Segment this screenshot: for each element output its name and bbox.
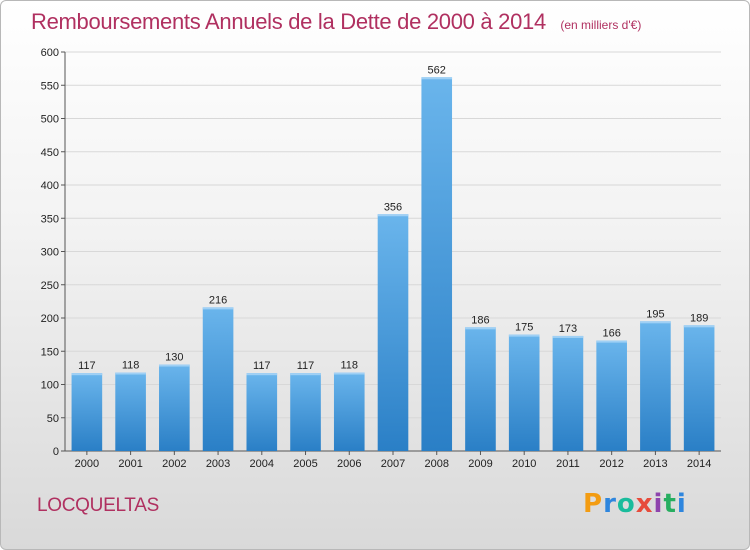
bar-highlight: [552, 335, 584, 338]
logo-letter: x: [635, 489, 654, 519]
bar-highlight: [246, 373, 278, 376]
y-tick-label: 400: [41, 180, 59, 192]
x-tick-label-2003: 2003: [206, 458, 230, 470]
commune-name: LOCQUELTAS: [37, 495, 159, 516]
data-label-2007: 356: [384, 201, 402, 213]
x-tick-label-2000: 2000: [75, 458, 99, 470]
x-tick-label-2006: 2006: [337, 458, 361, 470]
bar-2010: [508, 334, 540, 451]
bar-highlight: [202, 307, 234, 310]
bar-highlight: [71, 373, 103, 376]
y-tick-label: 550: [41, 80, 59, 92]
data-label-2000: 117: [78, 360, 96, 372]
y-tick-label: 0: [53, 446, 59, 458]
logo-letter: t: [663, 489, 677, 519]
x-tick-label-2010: 2010: [512, 458, 536, 470]
chart-subtitle: (en milliers d'€): [560, 18, 642, 32]
y-tick-label: 500: [41, 114, 59, 126]
x-tick-label-2005: 2005: [293, 458, 317, 470]
data-label-2011: 173: [559, 323, 577, 335]
data-label-2009: 186: [471, 314, 489, 326]
bar-2001: [115, 372, 146, 451]
x-tick-label-2012: 2012: [599, 458, 623, 470]
bar-highlight: [421, 77, 453, 80]
logo-letter: r: [603, 489, 617, 519]
y-tick-label: 100: [41, 380, 59, 392]
data-label-2014: 189: [690, 312, 708, 324]
y-tick-label: 200: [41, 313, 59, 325]
x-tick-label-2009: 2009: [468, 458, 492, 470]
data-label-2006: 118: [340, 360, 358, 372]
bar-2012: [596, 340, 627, 451]
y-tick-label: 150: [41, 346, 59, 358]
bar-2002: [159, 364, 190, 451]
x-tick-label-2007: 2007: [381, 458, 405, 470]
bar-2009: [465, 327, 496, 451]
x-tick-label-2014: 2014: [687, 458, 711, 470]
x-tick-label-2008: 2008: [424, 458, 448, 470]
y-tick-label: 450: [41, 147, 59, 159]
logo-letter: P: [583, 489, 604, 519]
bar-highlight: [115, 372, 146, 375]
chart-title: Remboursements Annuels de la Dette de 20…: [31, 9, 546, 34]
x-tick-label-2001: 2001: [118, 458, 142, 470]
bar-highlight: [465, 327, 496, 330]
bar-2008: [421, 77, 453, 452]
bar-highlight: [159, 364, 190, 367]
bar-highlight: [640, 321, 671, 324]
bar-highlight: [683, 325, 715, 328]
bar-2005: [290, 373, 321, 451]
data-label-2008: 562: [428, 64, 446, 76]
labels: 0 50 100 150 200 250 300 350 400 450 500 550 600 117 2…: [41, 47, 712, 470]
bar-2007: [377, 214, 409, 451]
bar-2006: [333, 372, 365, 451]
data-label-2010: 175: [515, 322, 533, 334]
bar-highlight: [596, 340, 627, 343]
bars: [71, 77, 715, 452]
data-label-2004: 117: [253, 360, 271, 372]
data-label-2003: 216: [209, 294, 227, 306]
x-tick-label-2004: 2004: [250, 458, 274, 470]
data-label-2013: 195: [646, 308, 664, 320]
data-label-2012: 166: [602, 328, 620, 340]
x-tick-label-2013: 2013: [643, 458, 667, 470]
y-tick-label: 350: [41, 213, 59, 225]
x-tick-label-2002: 2002: [162, 458, 186, 470]
x-tick-label-2011: 2011: [556, 458, 580, 470]
bar-highlight: [333, 372, 365, 375]
bar-2000: [71, 373, 103, 451]
y-tick-label: 300: [41, 247, 59, 259]
y-tick-label: 600: [41, 47, 59, 59]
bar-highlight: [377, 214, 409, 217]
data-label-2002: 130: [165, 352, 183, 364]
title-row: Remboursements Annuels de la Dette de 20…: [31, 9, 641, 35]
proxiti-logo: Proxiti: [583, 489, 687, 519]
logo-letter: i: [653, 489, 664, 519]
bar-2003: [202, 307, 234, 451]
logo-letter: i: [676, 489, 687, 519]
bar-2014: [683, 325, 715, 451]
logo-letter: o: [616, 489, 636, 519]
y-tick-label: 250: [41, 280, 59, 292]
data-label-2001: 118: [122, 360, 140, 372]
y-tick-label: 50: [47, 413, 59, 425]
bar-highlight: [290, 373, 321, 376]
bar-highlight: [508, 334, 540, 337]
bar-2013: [640, 321, 671, 451]
bar-2004: [246, 373, 278, 451]
data-label-2005: 117: [297, 360, 315, 372]
bar-2011: [552, 335, 584, 451]
